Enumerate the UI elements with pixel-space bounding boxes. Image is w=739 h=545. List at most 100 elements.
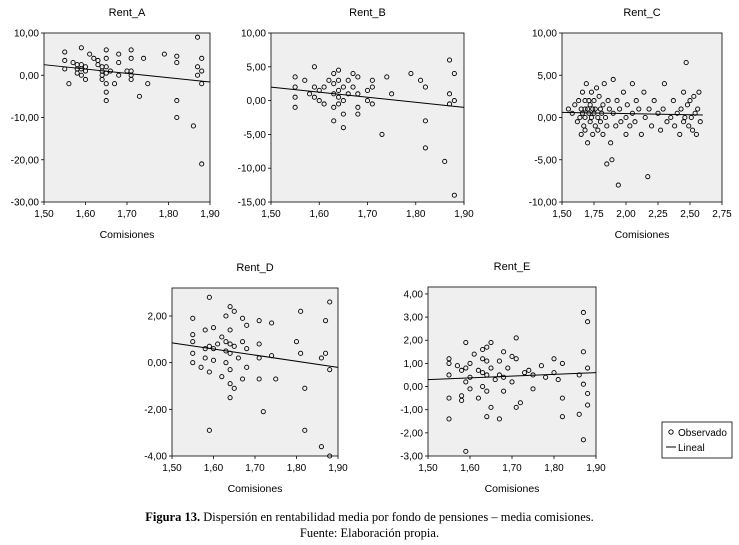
- data-point: [340, 125, 346, 131]
- data-point: [658, 127, 664, 133]
- data-point: [591, 98, 597, 104]
- data-point: [618, 119, 624, 125]
- data-point: [355, 74, 361, 80]
- data-point: [198, 364, 204, 370]
- data-point: [128, 47, 134, 53]
- data-point: [231, 385, 237, 391]
- data-point: [235, 355, 241, 361]
- x-tick-label: 1,80: [159, 209, 179, 220]
- linear-fit-line: [270, 86, 465, 108]
- data-point: [112, 81, 118, 87]
- charts-layer: Rent_A 1,50 1,60 1,70 1,80 1,90 10,00 0,00 -10,0…: [11, 7, 733, 495]
- data-point: [190, 360, 196, 366]
- data-point: [128, 55, 134, 61]
- y-tick-label: -2,00: [144, 405, 167, 416]
- data-point: [484, 414, 490, 420]
- x-axis-label: Comisiones: [228, 483, 283, 495]
- data-point: [116, 60, 122, 66]
- data-point: [646, 106, 652, 112]
- data-point: [588, 114, 594, 121]
- data-point: [418, 77, 424, 83]
- data-point: [484, 344, 490, 350]
- data-point: [496, 416, 502, 422]
- x-tick-label: 1,50: [552, 209, 572, 220]
- data-point: [693, 131, 699, 137]
- data-point: [614, 98, 620, 104]
- y-tick-label: 10,00: [14, 29, 39, 40]
- figure-source: Fuente: Elaboración propia.: [299, 526, 440, 540]
- data-point: [345, 91, 351, 97]
- data-point: [223, 313, 229, 319]
- data-point: [582, 114, 588, 121]
- data-point: [293, 339, 300, 345]
- data-point: [136, 93, 142, 99]
- y-tick-label: 10,00: [241, 29, 266, 40]
- data-point: [408, 71, 414, 77]
- y-tick-label: 10,00: [532, 29, 557, 40]
- data-point: [501, 349, 507, 355]
- data-point: [617, 106, 623, 112]
- data-point: [103, 47, 109, 53]
- data-point: [174, 53, 180, 59]
- chart-4: Rent_D 1,50 1,60 1,70 1,80 1,90 2,00 0,00 -2,00 -…: [144, 262, 348, 495]
- data-point: [674, 110, 680, 116]
- data-point: [82, 76, 89, 83]
- x-tick-label: 2,50: [680, 209, 700, 220]
- data-point: [559, 414, 565, 420]
- data-point: [302, 427, 308, 433]
- data-point: [99, 76, 105, 83]
- data-point: [231, 343, 237, 349]
- data-point: [655, 110, 661, 116]
- data-point: [227, 341, 233, 347]
- data-point: [355, 104, 361, 110]
- x-tick-label: 1,70: [117, 209, 137, 220]
- data-point: [582, 127, 588, 133]
- data-point: [62, 57, 68, 64]
- data-point: [606, 106, 612, 112]
- data-point: [318, 444, 324, 450]
- data-point: [686, 123, 692, 129]
- data-point: [331, 71, 337, 77]
- data-point: [578, 131, 584, 137]
- data-point: [244, 322, 250, 328]
- data-point: [687, 98, 693, 104]
- data-point: [231, 308, 237, 314]
- data-point: [480, 346, 486, 353]
- data-point: [327, 299, 333, 305]
- data-point: [335, 94, 342, 100]
- data-point: [335, 101, 342, 107]
- data-point: [538, 363, 544, 369]
- data-point: [302, 385, 308, 391]
- legend-box: [661, 421, 733, 459]
- data-point: [446, 395, 452, 401]
- data-point: [422, 84, 428, 90]
- data-point: [335, 77, 342, 83]
- linear-fit-line: [427, 372, 597, 381]
- data-point: [78, 72, 84, 78]
- data-point: [471, 351, 477, 357]
- data-point: [600, 131, 606, 137]
- data-point: [488, 340, 494, 346]
- data-point: [580, 349, 586, 355]
- data-point: [340, 84, 346, 90]
- data-point: [345, 77, 351, 83]
- legend-observed-marker: [668, 429, 674, 435]
- data-point: [580, 309, 586, 316]
- data-point: [202, 346, 208, 352]
- data-point: [463, 340, 469, 346]
- x-tick-label: 2,75: [712, 209, 732, 220]
- data-point: [596, 93, 602, 99]
- data-point: [210, 325, 217, 331]
- y-tick-label: -5,00: [243, 130, 266, 141]
- data-point: [244, 364, 250, 370]
- data-point: [678, 106, 684, 112]
- data-point: [364, 98, 371, 104]
- data-point: [316, 98, 322, 104]
- data-point: [116, 51, 122, 57]
- data-point: [610, 76, 616, 83]
- data-point: [681, 89, 687, 95]
- data-point: [219, 374, 225, 380]
- legend: Observado Lineal: [661, 421, 733, 459]
- data-point: [66, 81, 72, 87]
- x-axis-label: Comisiones: [485, 483, 540, 495]
